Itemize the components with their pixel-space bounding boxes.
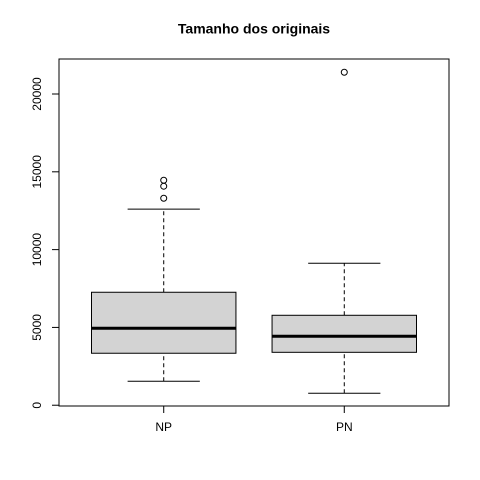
y-tick-label: 5000 <box>30 314 44 341</box>
outlier <box>340 68 348 76</box>
box <box>91 291 237 354</box>
x-tick-label: PN <box>336 420 353 434</box>
y-tick-label: 10000 <box>30 233 44 267</box>
box <box>271 314 417 353</box>
y-tick-label: 0 <box>30 402 44 409</box>
y-tick-label: 15000 <box>30 155 44 189</box>
chart-title: Tamanho dos originais <box>178 21 330 37</box>
outlier <box>160 194 168 202</box>
x-tick-label: NP <box>155 420 172 434</box>
y-tick-label: 20000 <box>30 77 44 111</box>
outlier <box>160 176 168 184</box>
